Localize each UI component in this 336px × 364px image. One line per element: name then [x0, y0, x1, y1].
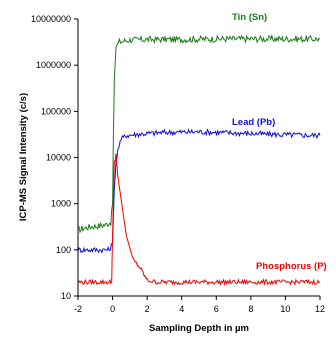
series-label-1: Lead (Pb) — [232, 117, 275, 128]
x-tick-label-2: 2 — [145, 304, 150, 314]
series-label-0: Tin (Sn) — [232, 12, 267, 23]
x-axis-title: Sampling Depth in µm — [149, 323, 249, 334]
y-tick-label-2: 1000 — [51, 199, 71, 209]
x-tick-label-4: 6 — [214, 304, 219, 314]
x-tick-label-0: -2 — [74, 304, 82, 314]
y-axis-title: ICP-MS Signal Intensity (c/s) — [18, 93, 29, 221]
x-tick-label-7: 12 — [315, 304, 325, 314]
series-label-2: Phosphorus (P) — [256, 261, 327, 272]
y-tick-label-4: 100000 — [41, 106, 71, 116]
y-tick-label-1: 100 — [56, 245, 71, 255]
y-tick-label-3: 10000 — [46, 153, 71, 163]
y-tick-label-0: 10 — [61, 291, 71, 301]
x-tick-label-5: 8 — [248, 304, 253, 314]
series-line-0 — [78, 33, 321, 234]
series-line-2 — [78, 153, 321, 287]
y-tick-label-5: 1000000 — [36, 60, 71, 70]
series-line-1 — [78, 128, 321, 254]
x-tick-label-3: 4 — [179, 304, 184, 314]
x-tick-label-6: 10 — [280, 304, 290, 314]
x-tick-label-1: 0 — [110, 304, 115, 314]
y-tick-label-6: 10000000 — [31, 14, 71, 24]
